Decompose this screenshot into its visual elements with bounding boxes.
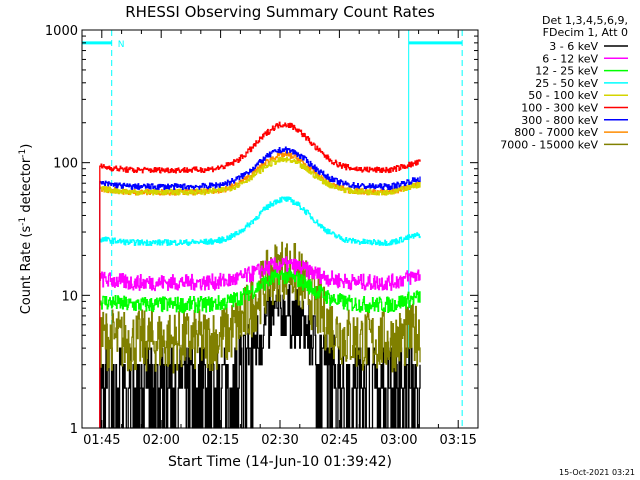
x-tick-label: 03:00 [380,433,417,448]
y-tick-label: 1000 [45,24,78,39]
x-axis-label: Start Time (14-Jun-10 01:39:42) [168,454,392,470]
x-tick-label: 02:45 [321,433,358,448]
legend-header: FDecim 1, Att 0 [543,26,628,39]
series-line [99,121,421,428]
footer-timestamp: 15-Oct-2021 03:21 [559,468,635,477]
series-line [99,256,421,428]
legend-entry-label: 800 - 7000 keV [514,126,598,139]
x-tick-label: 02:30 [261,433,298,448]
y-tick-label: 10 [61,289,78,304]
flag-label: N [118,40,125,50]
legend-entry-label: 25 - 50 keV [535,77,598,90]
legend-header: Det 1,3,4,5,6,9, [542,14,628,27]
y-axis-label: Count Rate (s-1 detector-1) [18,144,34,315]
legend-entry-label: 300 - 800 keV [521,114,598,127]
legend: Det 1,3,4,5,6,9,FDecim 1, Att 03 - 6 keV… [500,14,628,151]
legend-entry-label: 7000 - 15000 keV [500,138,598,151]
x-tick-label: 02:00 [142,433,179,448]
y-tick-label: 100 [53,157,78,172]
x-tick-label: 02:15 [202,433,239,448]
legend-entry-label: 12 - 25 keV [535,65,598,78]
series-line [99,241,421,428]
legend-entry-label: 100 - 300 keV [521,102,598,115]
chart-title: RHESSI Observing Summary Count Rates [125,3,435,21]
series-line [99,156,421,428]
series-line [99,146,421,428]
x-tick-label: 01:45 [83,433,120,448]
legend-entry-label: 50 - 100 keV [528,89,598,102]
plot-area: N [82,30,463,429]
y-tick-label: 1 [70,422,78,437]
series-line [99,196,421,428]
legend-entry-label: 3 - 6 keV [549,40,598,53]
x-tick-label: 03:15 [439,433,476,448]
legend-entry-label: 6 - 12 keV [542,52,598,65]
series-line [99,267,421,428]
axis-ticks: 1 10 100 1000 01:45 02:00 02:15 02:30 02:45 03:00… [45,24,479,448]
